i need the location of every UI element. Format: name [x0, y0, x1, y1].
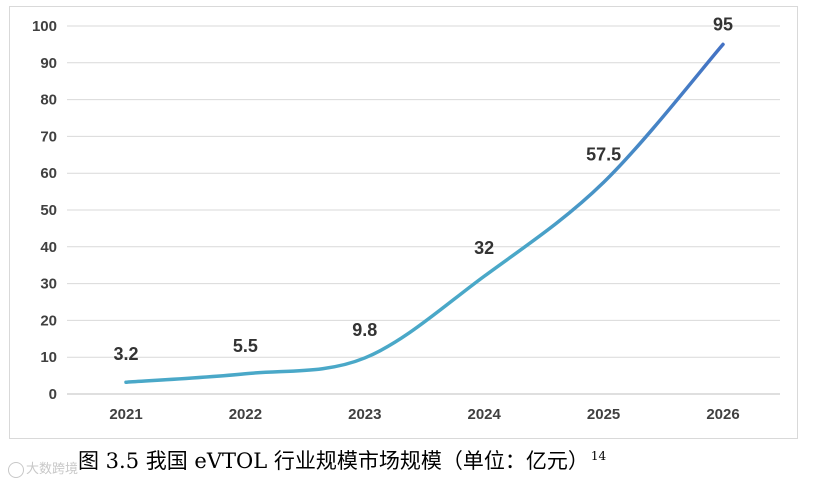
y-tick-label: 50	[40, 202, 57, 219]
caption-footnote: 14	[590, 449, 607, 463]
data-label: 9.8	[352, 320, 377, 340]
series-line	[124, 42, 725, 384]
watermark-text: 大数跨境	[26, 462, 79, 477]
y-tick-label: 70	[40, 128, 57, 145]
x-tick-label: 2025	[587, 406, 620, 423]
y-tick-label: 30	[40, 276, 57, 293]
chart-frame	[9, 6, 798, 439]
gridlines	[67, 25, 780, 395]
watermark: 大数跨境	[8, 458, 78, 478]
y-tick-label: 60	[40, 165, 57, 182]
x-axis-ticks: 2021 2022 2023 2024 2025 2026	[109, 406, 739, 423]
data-label: 32	[474, 238, 494, 258]
x-tick-label: 2026	[706, 406, 739, 423]
y-tick-label: 20	[40, 312, 57, 329]
data-labels: 3.2 5.5 9.8 32 57.5 95	[113, 14, 733, 364]
y-tick-label: 10	[40, 349, 57, 366]
data-label: 95	[713, 14, 733, 34]
y-tick-label: 80	[40, 92, 57, 109]
data-label: 5.5	[233, 336, 258, 356]
x-tick-label: 2023	[348, 406, 381, 423]
x-tick-label: 2024	[468, 406, 502, 423]
data-label: 3.2	[113, 344, 138, 364]
y-tick-label: 0	[49, 386, 57, 403]
y-tick-label: 90	[40, 55, 57, 72]
y-axis-ticks: 0 10 20 30 40 50 60 70 80 90 100	[32, 18, 57, 403]
watermark-logo-icon	[8, 461, 24, 478]
data-label: 57.5	[586, 144, 621, 164]
figure-caption: 图 3.5 我国 eVTOL 行业规模市场规模（单位：亿元） 14	[78, 445, 778, 475]
y-tick-label: 40	[40, 239, 57, 256]
x-tick-label: 2021	[109, 406, 142, 423]
x-tick-label: 2022	[229, 406, 262, 423]
caption-text: 图 3.5 我国 eVTOL 行业规模市场规模（单位：亿元）	[78, 449, 589, 473]
y-tick-label: 100	[32, 18, 57, 35]
